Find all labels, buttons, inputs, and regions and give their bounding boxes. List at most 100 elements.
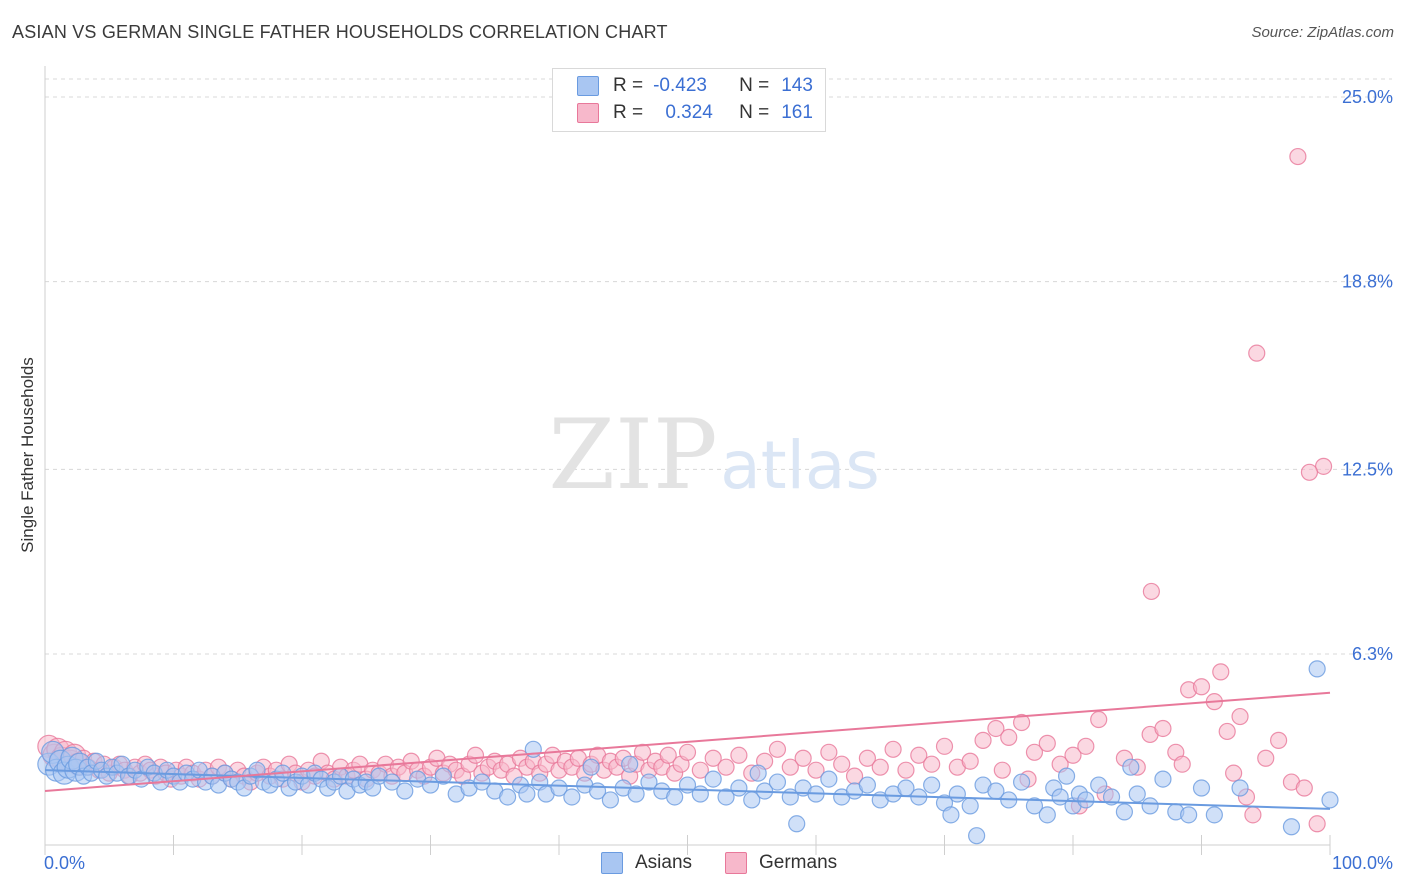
data-point-germans	[1173, 755, 1191, 773]
data-point-germans	[1308, 815, 1326, 833]
data-point-germans	[1289, 147, 1307, 166]
legend-r-value-germans: 0.324	[665, 102, 713, 123]
y-axis-label: Single Father Households	[18, 357, 37, 553]
legend-item-asians[interactable]: Asians	[601, 852, 692, 874]
data-point-asians	[1180, 806, 1198, 824]
gridlines	[45, 78, 1392, 655]
data-point-asians	[730, 779, 748, 797]
y-tick-label: 6.3%	[1352, 644, 1393, 664]
data-point-asians	[434, 767, 452, 785]
legend-r-label: R =	[613, 75, 644, 96]
data-point-asians	[1308, 660, 1326, 678]
data-point-germans	[833, 755, 851, 773]
watermark: ZIP atlas	[548, 399, 879, 511]
data-point-germans	[1269, 731, 1288, 749]
data-point-germans	[910, 746, 928, 764]
chart-title: ASIAN VS GERMAN SINGLE FATHER HOUSEHOLDS…	[12, 22, 668, 42]
data-point-asians	[1077, 791, 1095, 809]
data-point-asians	[473, 773, 491, 791]
trend-lines	[44, 691, 1331, 810]
data-point-germans	[1000, 728, 1018, 747]
data-point-asians	[961, 797, 979, 815]
series-legend: Asians Germans	[0, 852, 1406, 878]
data-point-germans	[768, 740, 787, 758]
data-point-germans	[717, 758, 735, 776]
data-point-germans	[1142, 582, 1160, 601]
data-point-germans	[1231, 707, 1249, 726]
source-label: Source: ZipAtlas.com	[1251, 24, 1394, 41]
data-point-asians	[383, 773, 401, 791]
data-point-asians	[1115, 803, 1134, 821]
legend-swatch-germans	[725, 852, 747, 874]
x-tick-labels: 0.0% 100.0%	[44, 853, 1393, 873]
data-point-germans	[1225, 764, 1243, 782]
data-point-asians	[717, 788, 735, 806]
data-point-germans	[730, 746, 748, 764]
data-point-asians	[1154, 770, 1172, 788]
data-point-asians	[1141, 797, 1159, 815]
data-point-asians	[621, 755, 639, 773]
data-point-germans	[820, 743, 838, 761]
legend-swatch-germans	[577, 103, 599, 123]
data-point-asians	[550, 779, 568, 797]
data-point-germans	[1300, 463, 1319, 481]
data-point-asians	[1122, 758, 1140, 776]
legend-row-germans: R = 0.324 N = 161	[577, 100, 813, 126]
data-point-asians	[666, 788, 684, 806]
data-point-germans	[1038, 734, 1056, 752]
y-tick-label: 12.5%	[1342, 459, 1393, 479]
data-point-asians	[518, 785, 536, 803]
data-point-asians	[858, 776, 877, 794]
data-point-germans	[1244, 806, 1262, 824]
y-tick-label: 18.8%	[1342, 272, 1393, 292]
axes	[44, 66, 1331, 855]
legend-label-asians: Asians	[635, 852, 693, 873]
data-point-asians	[1012, 773, 1031, 791]
data-point-asians	[1102, 788, 1121, 806]
y-tick-label: 25.0%	[1342, 87, 1393, 107]
data-point-asians	[563, 788, 581, 806]
data-point-germans	[691, 761, 709, 779]
data-point-germans	[987, 719, 1005, 738]
data-point-germans	[659, 746, 677, 764]
data-point-germans	[871, 758, 889, 776]
legend-n-label: N =	[739, 75, 770, 96]
legend-n-label: N =	[739, 102, 770, 123]
data-point-germans	[974, 731, 992, 749]
data-point-asians	[1205, 806, 1223, 824]
legend-swatch-asians	[577, 76, 599, 96]
data-point-germans	[781, 758, 799, 776]
data-point-germans	[923, 755, 941, 773]
legend-swatch-asians	[601, 852, 623, 874]
data-point-germans	[897, 761, 915, 779]
legend-item-germans[interactable]: Germans	[725, 852, 837, 874]
data-point-asians	[942, 806, 960, 824]
data-point-germans	[1212, 663, 1230, 681]
data-point-asians	[582, 758, 600, 776]
legend-n-value-germans: 161	[781, 102, 813, 123]
data-point-germans	[1192, 678, 1211, 696]
data-point-asians	[1038, 806, 1056, 824]
data-point-germans	[704, 749, 722, 767]
legend-n-value-asians: 143	[781, 75, 813, 96]
data-point-asians	[968, 827, 986, 845]
data-point-germans	[961, 752, 979, 770]
trend-line-asians	[44, 769, 1331, 810]
watermark-zip: ZIP	[548, 399, 717, 511]
data-point-asians	[499, 788, 517, 806]
data-point-germans	[1025, 743, 1044, 761]
data-point-asians	[1128, 785, 1146, 803]
correlation-legend: R = -0.423 N = 143 R = 0.324 N = 161	[552, 68, 826, 132]
data-point-asians	[396, 782, 414, 800]
data-point-germans	[1257, 749, 1275, 767]
data-point-germans	[1077, 737, 1095, 755]
watermark-atlas: atlas	[720, 427, 880, 504]
data-point-germans	[807, 761, 825, 779]
data-point-germans	[633, 743, 652, 761]
data-point-asians	[601, 791, 620, 809]
data-point-asians	[1025, 797, 1044, 815]
data-point-germans	[1064, 746, 1082, 764]
data-point-germans	[1090, 710, 1108, 729]
legend-row-asians: R = -0.423 N = 143	[577, 73, 813, 99]
